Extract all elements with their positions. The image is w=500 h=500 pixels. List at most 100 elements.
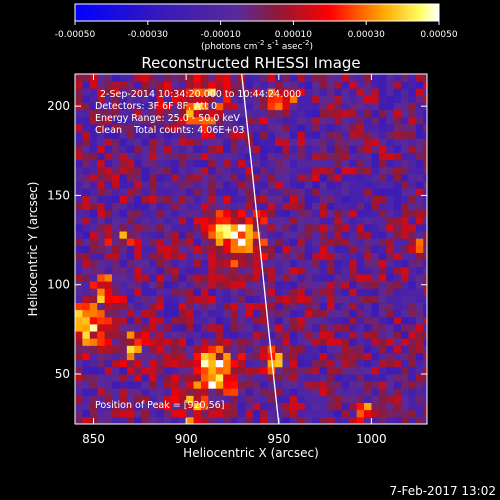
heatmap-pixel — [326, 81, 335, 89]
heatmap-pixel — [349, 74, 357, 82]
heatmap-pixel — [415, 238, 424, 246]
heatmap-pixel — [304, 274, 313, 282]
heatmap-pixel — [378, 359, 387, 368]
heatmap-pixel — [119, 395, 128, 403]
heatmap-pixel — [134, 274, 143, 282]
heatmap-pixel — [119, 174, 128, 182]
heatmap-pixel — [312, 309, 320, 318]
heatmap-pixel — [408, 74, 417, 82]
heatmap-pixel — [312, 345, 320, 353]
heatmap-pixel — [89, 181, 98, 189]
heatmap-pixel — [401, 74, 409, 82]
heatmap-pixel — [171, 345, 180, 353]
heatmap-pixel — [156, 281, 165, 289]
heatmap-pixel — [97, 109, 106, 118]
heatmap-pixel — [208, 109, 217, 118]
heatmap-pixel — [119, 109, 128, 118]
heatmap-pixel — [119, 181, 128, 189]
heatmap-pixel — [408, 352, 417, 361]
heatmap-pixel — [297, 388, 306, 396]
heatmap-pixel — [356, 188, 365, 196]
heatmap-pixel — [371, 102, 380, 111]
heatmap-pixel — [141, 138, 150, 146]
heatmap-pixel — [312, 295, 320, 303]
heatmap-pixel — [112, 302, 120, 311]
heatmap-pixel — [371, 245, 380, 253]
heatmap-pixel — [378, 216, 387, 225]
heatmap-pixel — [334, 409, 343, 418]
heatmap-pixel — [297, 231, 306, 239]
heatmap-pixel — [178, 195, 187, 203]
heatmap-pixel — [134, 252, 143, 261]
heatmap-pixel — [230, 338, 239, 346]
heatmap-pixel — [89, 352, 98, 361]
heatmap-pixel — [408, 202, 417, 211]
heatmap-pixel — [267, 116, 276, 125]
heatmap-pixel — [89, 395, 98, 403]
heatmap-pixel — [134, 266, 143, 275]
heatmap-pixel — [230, 381, 239, 389]
heatmap-pixel — [297, 116, 306, 125]
heatmap-pixel — [171, 395, 180, 403]
heatmap-pixel — [297, 252, 306, 261]
heatmap-pixel — [260, 266, 269, 275]
heatmap-pixel — [371, 116, 380, 125]
heatmap-pixel — [141, 124, 150, 132]
heatmap-pixel — [371, 302, 380, 311]
heatmap-pixel — [186, 288, 194, 296]
heatmap-pixel — [326, 131, 335, 139]
heatmap-pixel — [134, 324, 143, 332]
heatmap-pixel — [401, 209, 409, 218]
heatmap-pixel — [82, 74, 91, 82]
heatmap-pixel — [75, 224, 83, 232]
heatmap-pixel — [364, 316, 372, 325]
heatmap-pixel — [341, 102, 350, 111]
heatmap-pixel — [341, 74, 350, 82]
heatmap-pixel — [141, 338, 150, 346]
heatmap-pixel — [208, 138, 217, 146]
heatmap-pixel — [75, 309, 83, 318]
heatmap-pixel — [238, 274, 246, 282]
heatmap-pixel — [341, 359, 350, 368]
heatmap-pixel — [319, 102, 328, 111]
heatmap-pixel — [126, 345, 135, 353]
heatmap-pixel — [312, 274, 320, 282]
heatmap-pixel — [119, 216, 128, 225]
heatmap-pixel — [267, 259, 276, 268]
heatmap-pixel — [82, 145, 91, 153]
heatmap-pixel — [119, 166, 128, 175]
heatmap-pixel — [245, 181, 254, 189]
heatmap-pixel — [238, 345, 246, 353]
heatmap-pixel — [89, 202, 98, 211]
heatmap-pixel — [423, 395, 427, 403]
heatmap-pixel — [304, 152, 313, 161]
heatmap-pixel — [408, 245, 417, 253]
heatmap-pixel — [215, 216, 224, 225]
heatmap-pixel — [356, 88, 365, 96]
heatmap-pixel — [200, 302, 209, 311]
heatmap-pixel — [334, 281, 343, 289]
heatmap-pixel — [245, 131, 254, 139]
heatmap-pixel — [297, 188, 306, 196]
heatmap-pixel — [119, 274, 128, 282]
heatmap-pixel — [312, 81, 320, 89]
heatmap-pixel — [401, 116, 409, 125]
heatmap-pixel — [349, 395, 357, 403]
heatmap-pixel — [75, 338, 83, 346]
heatmap-pixel — [89, 124, 98, 132]
heatmap-pixel — [252, 74, 261, 82]
heatmap-pixel — [364, 166, 372, 175]
heatmap-pixel — [312, 381, 320, 389]
heatmap-pixel — [378, 281, 387, 289]
heatmap-pixel — [82, 188, 91, 196]
x-tick-label: 950 — [267, 432, 290, 446]
heatmap-pixel — [378, 381, 387, 389]
heatmap-pixel — [171, 195, 180, 203]
heatmap-pixel — [134, 181, 143, 189]
heatmap-pixel — [341, 216, 350, 225]
heatmap-pixel — [208, 266, 217, 275]
heatmap-pixel — [415, 209, 424, 218]
heatmap-pixel — [112, 309, 120, 318]
heatmap-pixel — [163, 331, 172, 339]
heatmap-pixel — [378, 388, 387, 396]
